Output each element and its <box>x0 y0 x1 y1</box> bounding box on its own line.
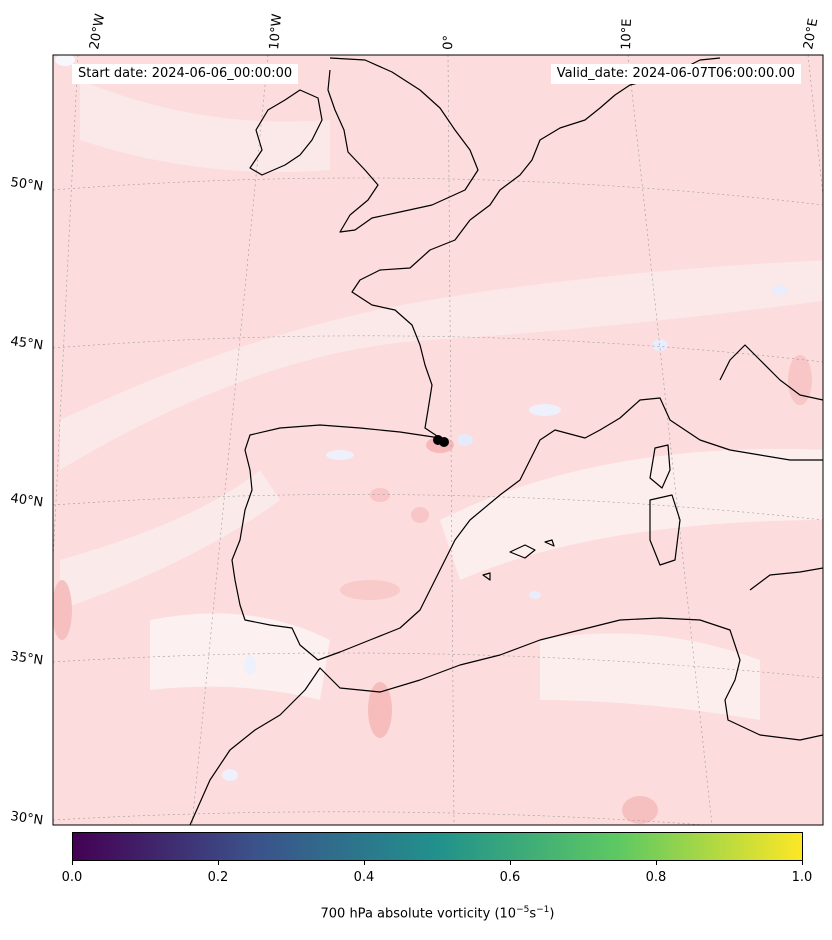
lat-label-45n: 45°N <box>9 334 44 353</box>
field-negative-patch <box>244 655 256 675</box>
coast-corsica <box>649 444 671 489</box>
field-strong-patch <box>370 488 390 502</box>
colorbar-tick <box>656 861 657 865</box>
field-light-band <box>60 260 823 470</box>
coast-ibiza <box>482 572 491 581</box>
storm-marker <box>433 435 449 447</box>
field-negative-patch <box>457 434 473 446</box>
field-negative-patch <box>222 769 238 781</box>
lon-label-10e: 10°E <box>619 18 635 50</box>
field-light-band <box>440 448 823 580</box>
coast-france-atlantic <box>351 219 471 439</box>
lat-label-40n: 40°N <box>9 491 44 510</box>
coast-north-africa <box>189 617 823 825</box>
colorbar-tick <box>72 861 73 865</box>
coast-menorca <box>544 539 555 547</box>
colorbar-label-1: 0.2 <box>207 870 229 885</box>
field-light-band <box>60 470 280 610</box>
lon-label-10w: 10°W <box>267 13 285 50</box>
colorbar-label-5: 1.0 <box>791 870 813 885</box>
lat-line-30 <box>53 811 709 825</box>
colorbar-title: 700 hPa absolute vorticity (10−5s−1) <box>0 905 832 921</box>
start-date-label: Start date: 2024-06-06_00:00:00 <box>72 64 299 84</box>
field-negative-patch <box>529 591 541 599</box>
colorbar <box>72 832 803 861</box>
colorbar-title-text: 700 hPa absolute vorticity (10 <box>320 906 517 922</box>
lon-label-0: 0° <box>441 35 457 50</box>
coast-iberia <box>231 397 823 661</box>
field-strong-patch <box>368 682 392 738</box>
field-negative-patch <box>652 339 668 351</box>
colorbar-tick <box>802 861 803 865</box>
colorbar-label-4: 0.8 <box>645 870 667 885</box>
lat-line-50 <box>53 177 823 206</box>
field-strong-patch <box>340 580 400 600</box>
field-strong-patch <box>622 796 658 824</box>
coast-sicily-region <box>749 567 823 591</box>
colorbar-tick <box>510 861 511 865</box>
valid-date-label: Valid_date: 2024-06-07T06:00:00.00 <box>550 64 801 84</box>
field-light-band <box>150 613 330 700</box>
coast-sardinia <box>649 494 681 566</box>
lat-label-35n: 35°N <box>9 649 44 668</box>
lon-line-10e <box>627 55 713 825</box>
lon-line-10w <box>191 55 269 825</box>
coast-ireland <box>249 89 323 176</box>
lat-line-45 <box>53 335 823 363</box>
lon-label-20w: 20°W <box>87 13 108 51</box>
colorbar-label-2: 0.4 <box>353 870 375 885</box>
colorbar-title-unit: s <box>529 906 537 922</box>
coast-great-britain <box>327 57 479 233</box>
colorbar-title-end: ) <box>549 906 555 922</box>
lat-line-35 <box>53 652 823 679</box>
colorbar-label-3: 0.6 <box>499 870 521 885</box>
graticule <box>53 55 823 825</box>
colorbar-label-0: 0.0 <box>61 870 83 885</box>
vorticity-field <box>53 55 823 825</box>
map-frame <box>52 54 824 826</box>
colorbar-tick <box>364 861 365 865</box>
coast-mallorca <box>509 544 536 559</box>
lon-label-20e: 20°E <box>801 17 821 50</box>
coast-italy-north <box>719 344 823 401</box>
field-light-band <box>540 633 760 720</box>
field-light-band <box>80 80 330 172</box>
field-negative-patch <box>55 55 75 66</box>
colorbar-title-exp2: −1 <box>536 905 550 915</box>
field-negative-patch <box>772 285 788 295</box>
field-strong-patch <box>53 580 72 640</box>
field-negative-patch <box>326 450 354 460</box>
lat-label-30n: 30°N <box>9 809 44 828</box>
colorbar-tick <box>218 861 219 865</box>
lon-line-20w <box>53 55 79 568</box>
lat-line-40 <box>53 494 823 521</box>
field-strong-patch <box>788 355 812 405</box>
field-negative-patch <box>529 404 561 416</box>
colorbar-title-exp1: −5 <box>516 905 530 915</box>
lon-line-0 <box>447 55 455 825</box>
field-strong-patch <box>411 507 429 523</box>
lat-label-50n: 50°N <box>9 175 44 194</box>
